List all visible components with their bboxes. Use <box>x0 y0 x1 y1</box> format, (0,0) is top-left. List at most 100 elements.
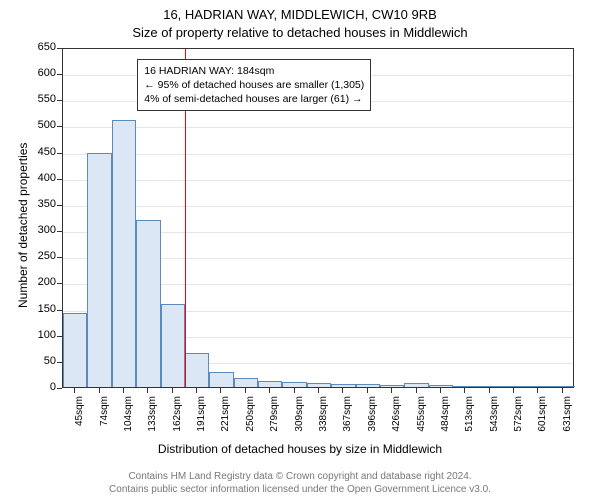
y-tick-label: 500 <box>28 119 56 131</box>
histogram-bar <box>551 386 575 387</box>
histogram-bar <box>307 383 331 387</box>
x-tick-mark <box>391 388 392 393</box>
footer-line-2: Contains public sector information licen… <box>0 484 600 497</box>
y-tick-label: 0 <box>28 381 56 393</box>
histogram-bar <box>161 304 185 387</box>
y-tick-mark <box>57 310 62 311</box>
histogram-bar <box>258 381 282 387</box>
histogram-bar <box>404 383 428 387</box>
x-tick-mark <box>220 388 221 393</box>
annotation-line-3: 4% of semi-detached houses are larger (6… <box>144 92 364 106</box>
x-tick-mark <box>123 388 124 393</box>
x-tick-label: 279sqm <box>269 396 280 446</box>
x-tick-label: 104sqm <box>123 396 134 446</box>
histogram-bar <box>136 220 160 387</box>
histogram-bar <box>63 313 87 387</box>
histogram-bar <box>331 384 355 387</box>
y-tick-label: 250 <box>28 250 56 262</box>
y-tick-mark <box>57 362 62 363</box>
x-tick-mark <box>513 388 514 393</box>
x-tick-mark <box>245 388 246 393</box>
gridline <box>63 127 573 128</box>
x-tick-label: 513sqm <box>464 396 475 446</box>
x-tick-label: 601sqm <box>537 396 548 446</box>
x-tick-label: 162sqm <box>172 396 183 446</box>
plot-area: 16 HADRIAN WAY: 184sqm← 95% of detached … <box>62 48 574 388</box>
gridline <box>63 180 573 181</box>
x-tick-mark <box>74 388 75 393</box>
footer-attribution: Contains HM Land Registry data © Crown c… <box>0 471 600 496</box>
x-tick-label: 191sqm <box>196 396 207 446</box>
histogram-bar <box>185 353 209 387</box>
histogram-bar <box>209 372 233 387</box>
x-tick-label: 543sqm <box>489 396 500 446</box>
chart-container: 16, HADRIAN WAY, MIDDLEWICH, CW10 9RB Si… <box>0 0 600 500</box>
y-tick-label: 600 <box>28 67 56 79</box>
histogram-bar <box>526 386 550 387</box>
y-tick-mark <box>57 388 62 389</box>
x-tick-mark <box>294 388 295 393</box>
x-tick-mark <box>489 388 490 393</box>
histogram-bar <box>429 385 453 387</box>
y-tick-label: 300 <box>28 224 56 236</box>
y-tick-mark <box>57 257 62 258</box>
y-tick-mark <box>57 74 62 75</box>
y-tick-label: 650 <box>28 41 56 53</box>
x-tick-label: 309sqm <box>294 396 305 446</box>
x-tick-mark <box>440 388 441 393</box>
x-tick-mark <box>562 388 563 393</box>
x-tick-mark <box>147 388 148 393</box>
x-tick-mark <box>318 388 319 393</box>
gridline <box>63 154 573 155</box>
y-tick-label: 450 <box>28 146 56 158</box>
y-tick-mark <box>57 126 62 127</box>
y-tick-label: 550 <box>28 93 56 105</box>
x-tick-mark <box>464 388 465 393</box>
y-tick-mark <box>57 179 62 180</box>
x-tick-label: 631sqm <box>562 396 573 446</box>
footer-line-1: Contains HM Land Registry data © Crown c… <box>0 471 600 484</box>
x-tick-mark <box>99 388 100 393</box>
y-tick-label: 100 <box>28 329 56 341</box>
title-line-1: 16, HADRIAN WAY, MIDDLEWICH, CW10 9RB <box>0 6 600 24</box>
x-tick-label: 367sqm <box>342 396 353 446</box>
annotation-line-1: 16 HADRIAN WAY: 184sqm <box>144 64 364 78</box>
y-tick-mark <box>57 100 62 101</box>
x-tick-label: 133sqm <box>147 396 158 446</box>
histogram-bar <box>356 384 380 387</box>
x-tick-label: 45sqm <box>74 396 85 446</box>
annotation-line-2: ← 95% of detached houses are smaller (1,… <box>144 78 364 92</box>
histogram-bar <box>380 385 404 387</box>
x-tick-mark <box>269 388 270 393</box>
histogram-bar <box>112 120 136 387</box>
y-tick-label: 400 <box>28 172 56 184</box>
x-tick-label: 74sqm <box>99 396 110 446</box>
x-tick-label: 484sqm <box>440 396 451 446</box>
histogram-bar <box>453 386 477 387</box>
histogram-bar <box>477 386 501 387</box>
x-tick-mark <box>196 388 197 393</box>
x-tick-label: 221sqm <box>220 396 231 446</box>
y-tick-mark <box>57 205 62 206</box>
histogram-bar <box>282 382 306 387</box>
x-tick-mark <box>342 388 343 393</box>
histogram-bar <box>234 378 258 387</box>
annotation-box: 16 HADRIAN WAY: 184sqm← 95% of detached … <box>137 59 371 112</box>
histogram-bar <box>87 153 111 387</box>
y-tick-label: 150 <box>28 303 56 315</box>
x-tick-label: 396sqm <box>367 396 378 446</box>
x-tick-label: 572sqm <box>513 396 524 446</box>
y-tick-label: 350 <box>28 198 56 210</box>
x-tick-label: 250sqm <box>245 396 256 446</box>
y-tick-label: 200 <box>28 276 56 288</box>
histogram-bar <box>502 386 526 387</box>
x-tick-mark <box>416 388 417 393</box>
x-tick-mark <box>172 388 173 393</box>
y-tick-mark <box>57 336 62 337</box>
y-tick-mark <box>57 153 62 154</box>
gridline <box>63 206 573 207</box>
y-tick-mark <box>57 283 62 284</box>
x-tick-mark <box>367 388 368 393</box>
x-tick-label: 455sqm <box>416 396 427 446</box>
y-tick-mark <box>57 231 62 232</box>
